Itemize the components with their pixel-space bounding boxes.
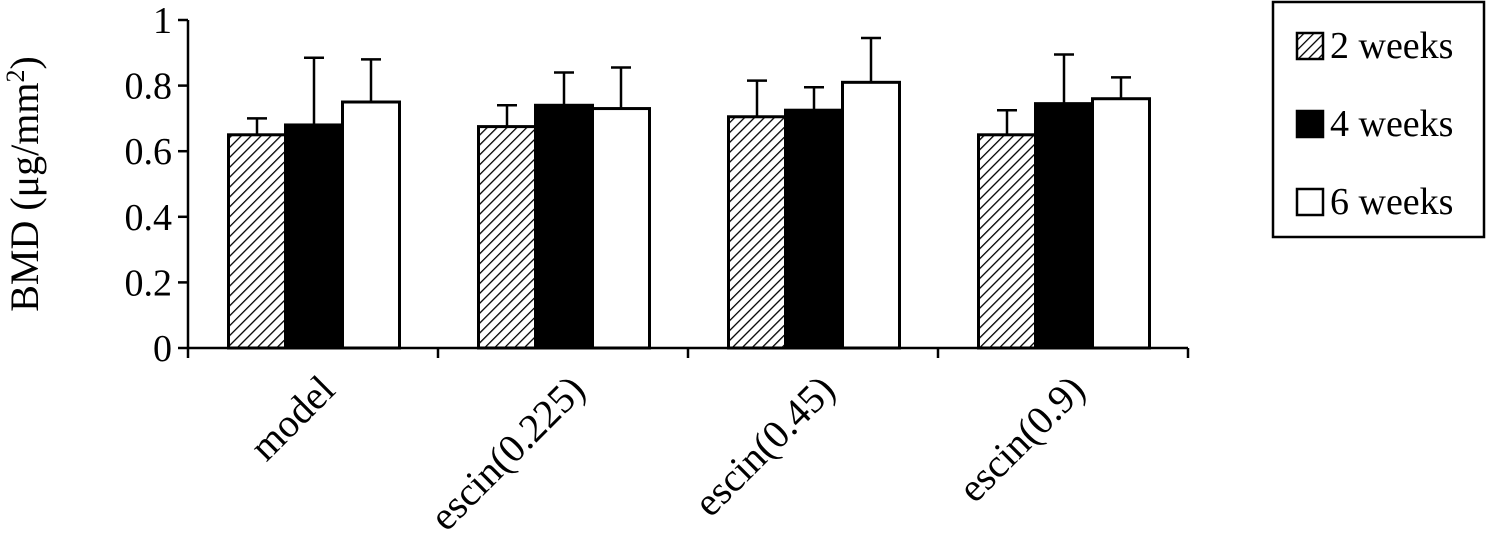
x-axis-categories: model escin(0.225) escin(0.45) escin(0.9) [186, 348, 1190, 539]
y-tick-label: 0.4 [125, 197, 173, 239]
y-axis-label-suffix: ) [2, 56, 47, 69]
y-axis-label: BMD (μg/mm2) [1, 56, 47, 312]
bar [534, 103, 594, 350]
y-tick-label: 0 [153, 328, 172, 370]
bar [977, 133, 1037, 350]
legend-label: 4 weeks [1330, 103, 1453, 145]
category-label: escin(0.225) [421, 367, 593, 539]
bar [841, 80, 901, 350]
y-tick-label: 1 [153, 0, 172, 42]
category-label: escin(0.9) [949, 367, 1093, 511]
bar [591, 107, 651, 350]
bar [477, 125, 537, 350]
legend-swatch [1295, 31, 1325, 61]
bar [784, 108, 844, 350]
y-axis-label-main: BMD (μg/mm [2, 83, 47, 312]
legend-label: 2 weeks [1330, 25, 1453, 67]
y-tick-label: 0.2 [125, 262, 173, 304]
category-label: escin(0.45) [685, 367, 843, 525]
bar [284, 123, 344, 350]
bar [727, 115, 787, 350]
bar [341, 100, 401, 350]
axes [186, 20, 1188, 350]
bar [1034, 102, 1094, 350]
category-label: model [241, 367, 344, 470]
y-tick-label: 0.8 [125, 66, 173, 108]
y-tick-label: 0.6 [125, 131, 173, 173]
bars [227, 36, 1151, 350]
legend-label: 6 weeks [1330, 181, 1453, 223]
bar [1091, 97, 1151, 350]
legend-swatch [1295, 187, 1325, 217]
y-axis-ticks: 0 0.2 0.4 0.6 0.8 1 [125, 0, 188, 370]
bar [227, 133, 287, 350]
legend-swatch [1295, 109, 1325, 139]
y-axis-label-superscript: 2 [1, 70, 30, 83]
legend: 2 weeks 4 weeks 6 weeks [1271, 0, 1486, 239]
